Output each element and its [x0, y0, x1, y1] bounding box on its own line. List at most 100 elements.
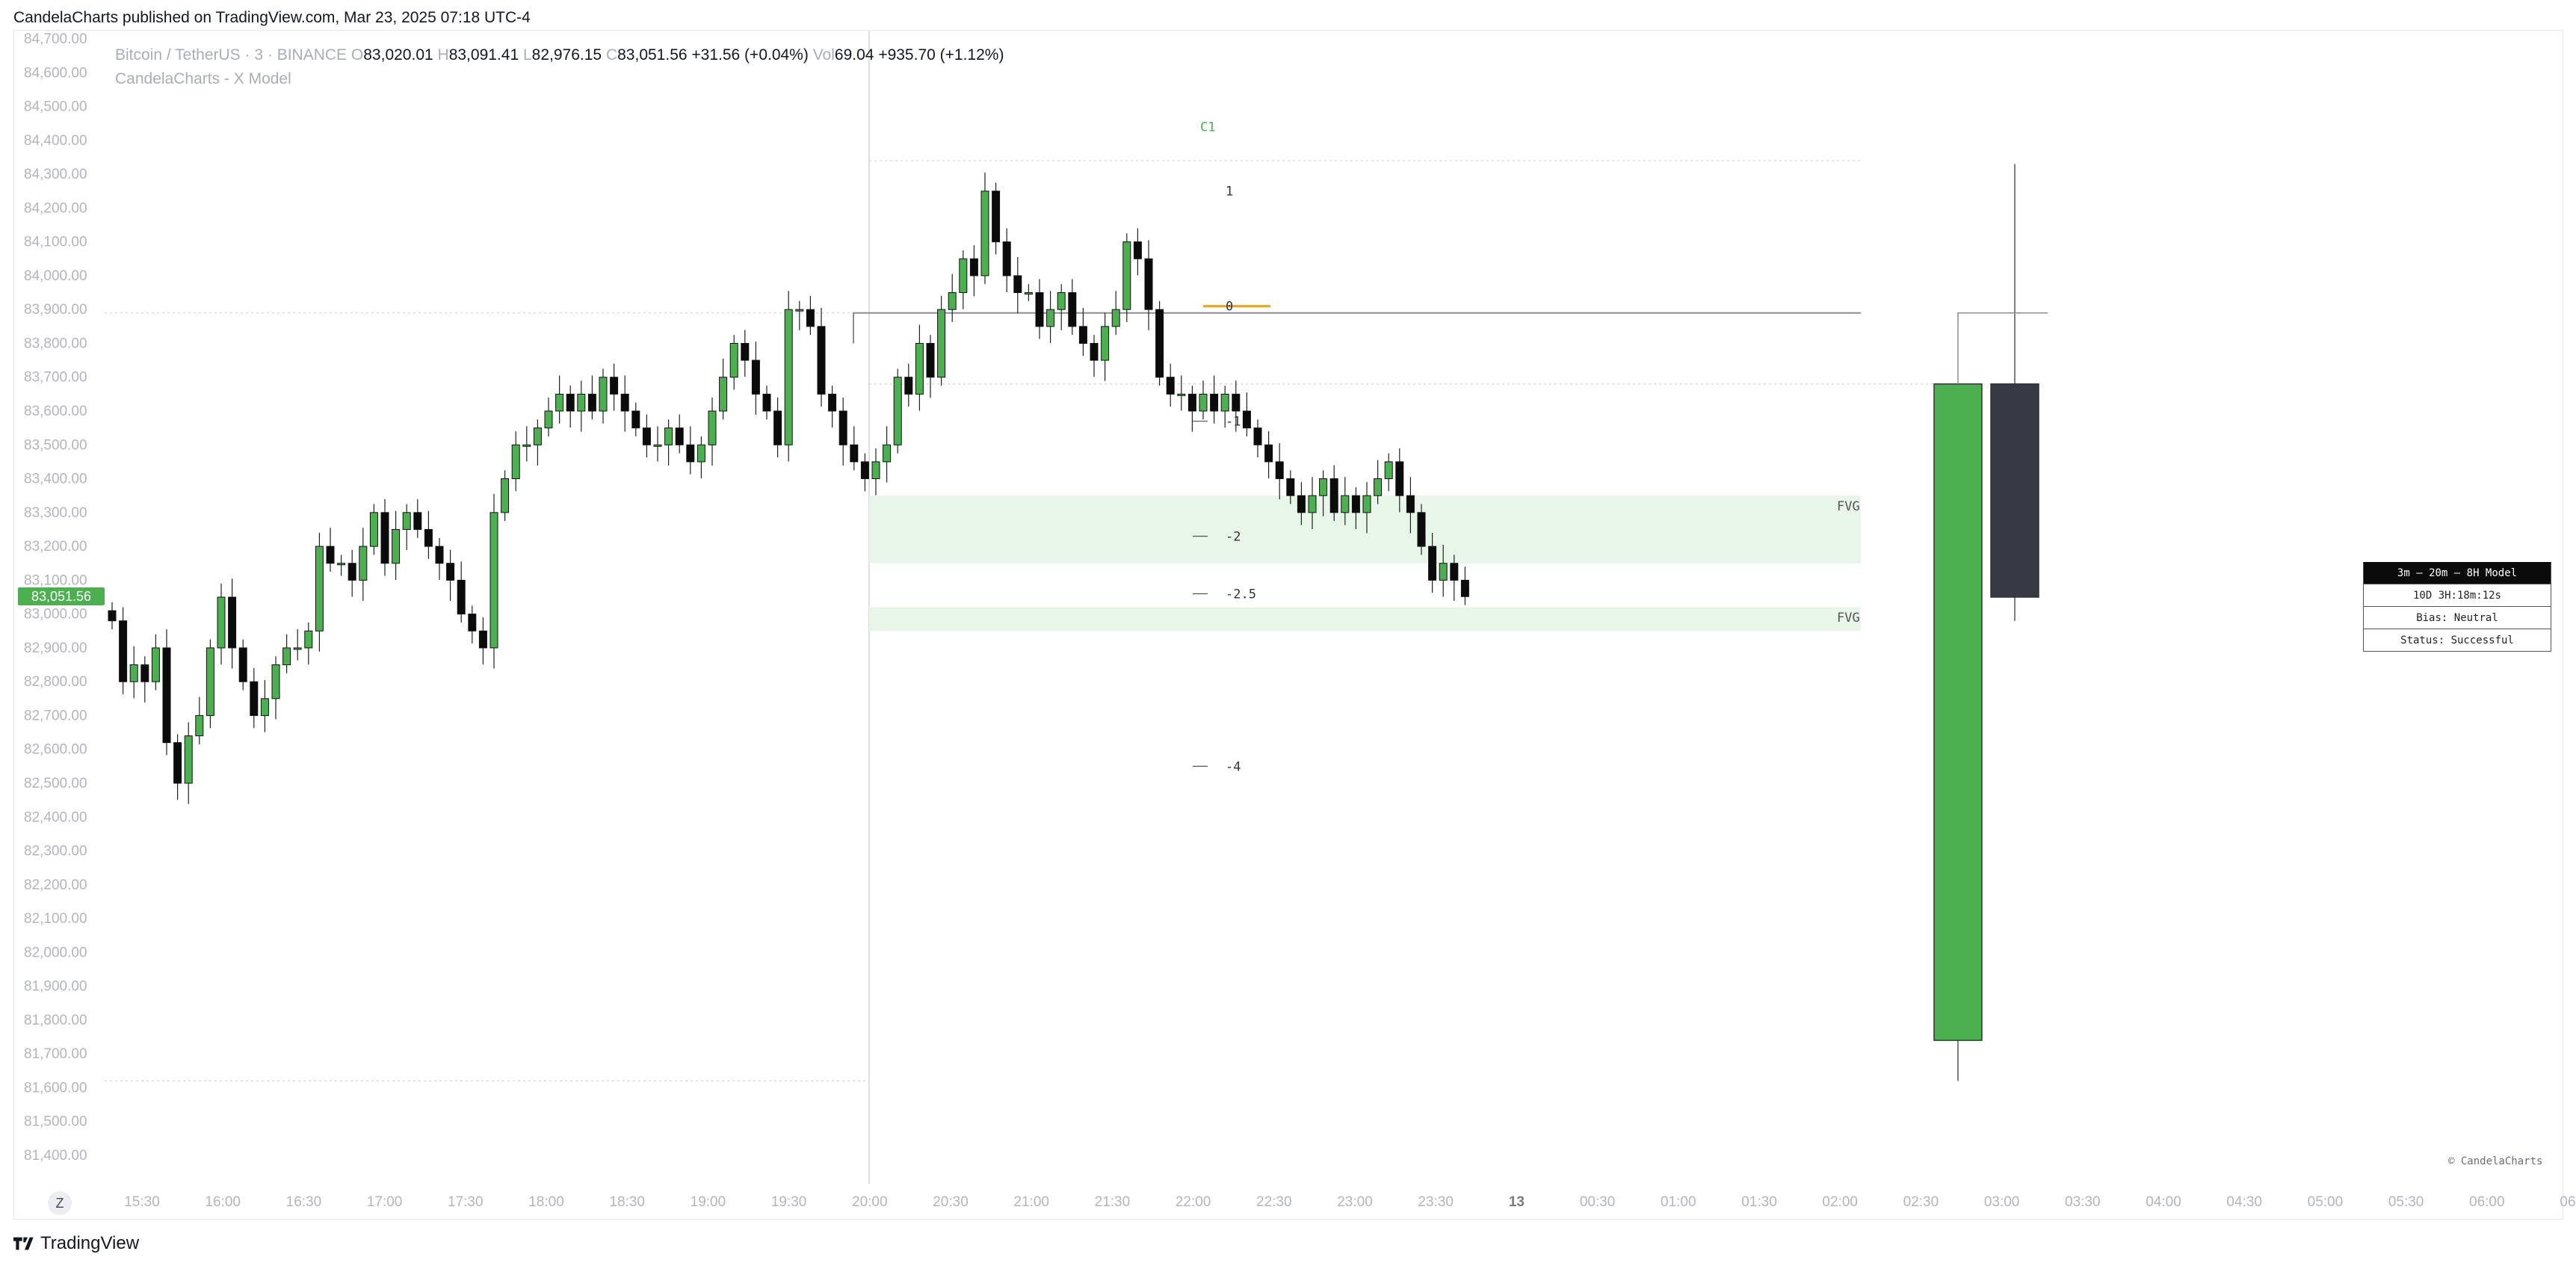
bearish-candle	[1286, 478, 1295, 496]
symbol-label[interactable]: Bitcoin / TetherUS · 3 · BINANCE	[115, 46, 348, 64]
x-tick-label: 17:30	[448, 1194, 484, 1210]
bearish-candle	[566, 393, 575, 412]
bearish-candle	[817, 326, 826, 395]
bearish-candle	[1450, 563, 1459, 581]
bullish-candle	[1384, 461, 1393, 480]
bullish-candle	[359, 546, 368, 581]
bullish-candle	[664, 427, 673, 445]
bullish-candle	[151, 647, 160, 682]
htf-open-marker	[1957, 312, 2048, 384]
x-tick-label: 02:30	[1903, 1194, 1939, 1210]
x-tick-label: 01:00	[1661, 1194, 1696, 1210]
y-tick-label: 82,600.00	[24, 742, 87, 758]
x-tick-label: 00:30	[1580, 1194, 1616, 1210]
chart-area[interactable]	[13, 30, 2563, 1220]
bullish-candle	[893, 377, 902, 445]
x-tick-label: 01:30	[1741, 1194, 1777, 1210]
level-1-label: 1	[1226, 185, 1233, 200]
indicator-name[interactable]: CandelaCharts - X Model	[115, 70, 291, 87]
bearish-candle	[1133, 241, 1142, 259]
bearish-candle	[1275, 461, 1284, 480]
timezone-button[interactable]: Z	[48, 1191, 72, 1215]
x-tick-label: 16:00	[205, 1194, 241, 1210]
level-minus-4-label: -4	[1226, 759, 1241, 774]
y-tick-label: 84,700.00	[24, 31, 87, 47]
bearish-candle	[1035, 292, 1044, 327]
footer-brand-label: TradingView	[40, 1233, 140, 1253]
y-tick-label: 82,100.00	[24, 911, 87, 927]
x-tick-label: 13	[1509, 1194, 1525, 1210]
bearish-candle	[762, 393, 771, 412]
x-tick-label: 22:00	[1176, 1194, 1211, 1210]
bearish-candle	[446, 563, 455, 581]
model-info-table: 3m – 20m – 8H Model 10D 3H:18m:12s Bias:…	[2363, 562, 2551, 652]
bullish-candle	[260, 698, 269, 716]
bearish-candle	[1264, 444, 1273, 463]
low-label: L	[522, 46, 532, 64]
bullish-candle	[293, 647, 302, 650]
y-tick-label: 81,600.00	[24, 1080, 87, 1096]
bearish-candle	[1406, 495, 1415, 513]
y-tick-label: 83,900.00	[24, 302, 87, 318]
y-tick-label: 83,500.00	[24, 437, 87, 453]
bearish-candle	[741, 342, 750, 361]
fvg-upper-label: FVG	[1837, 499, 1860, 514]
bullish-candle	[577, 393, 586, 412]
y-tick-label: 83,800.00	[24, 336, 87, 351]
level-0-label: 0	[1226, 300, 1233, 315]
model-status: Status: Successful	[2363, 629, 2551, 652]
x-tick-label: 22:30	[1256, 1194, 1292, 1210]
bullish-candle	[599, 377, 608, 412]
bearish-candle	[457, 579, 466, 615]
bearish-candle	[326, 546, 335, 564]
x-tick-label: 21:00	[1013, 1194, 1049, 1210]
bullish-candle	[1101, 326, 1110, 361]
bullish-candle	[369, 512, 378, 547]
x-tick-label: 18:30	[609, 1194, 645, 1210]
ohlc-legend: Bitcoin / TetherUS · 3 · BINANCE O83,020…	[115, 46, 1004, 64]
y-tick-label: 84,600.00	[24, 65, 87, 81]
bearish-candle	[435, 546, 444, 564]
bearish-candle	[1210, 393, 1219, 412]
x-tick-label: 17:00	[367, 1194, 403, 1210]
x-tick-label: 21:30	[1095, 1194, 1131, 1210]
footer-brand[interactable]: TradingView	[13, 1233, 139, 1254]
bullish-candle	[980, 191, 989, 277]
bearish-candle	[1013, 275, 1022, 294]
bullish-candle	[501, 478, 510, 513]
bullish-candle	[948, 292, 957, 310]
close-label: C	[605, 46, 618, 64]
bullish-candle	[184, 735, 193, 784]
c1-label: C1	[1200, 120, 1215, 135]
bullish-candle	[871, 461, 880, 480]
bullish-candle	[1024, 292, 1033, 295]
x-tick-label: 23:00	[1337, 1194, 1373, 1210]
bearish-candle	[1166, 377, 1175, 395]
bearish-candle	[642, 427, 651, 445]
bearish-candle	[119, 620, 128, 682]
bullish-candle	[1308, 495, 1317, 513]
bullish-candle	[784, 309, 793, 445]
bearish-candle	[348, 563, 356, 581]
y-tick-label: 81,900.00	[24, 979, 87, 995]
bearish-candle	[860, 461, 869, 480]
open-label: O	[350, 46, 364, 64]
bullish-candle	[282, 647, 291, 666]
bearish-candle	[1002, 241, 1011, 277]
x-tick-label: 06	[2560, 1194, 2575, 1210]
bullish-candle	[522, 444, 531, 447]
bearish-candle	[173, 742, 182, 784]
bullish-candle	[795, 309, 804, 312]
bearish-candle	[686, 444, 695, 463]
model-title: 3m – 20m – 8H Model	[2363, 562, 2551, 584]
x-tick-label: 05:00	[2308, 1194, 2344, 1210]
bullish-candle	[1177, 393, 1186, 396]
bearish-candle	[413, 512, 422, 530]
bearish-candle	[140, 664, 149, 682]
bullish-candle	[402, 512, 411, 530]
x-tick-label: 20:00	[852, 1194, 888, 1210]
level-minus-2-label: -2	[1226, 530, 1241, 545]
x-tick-label: 16:30	[286, 1194, 322, 1210]
bullish-candle	[217, 596, 226, 649]
